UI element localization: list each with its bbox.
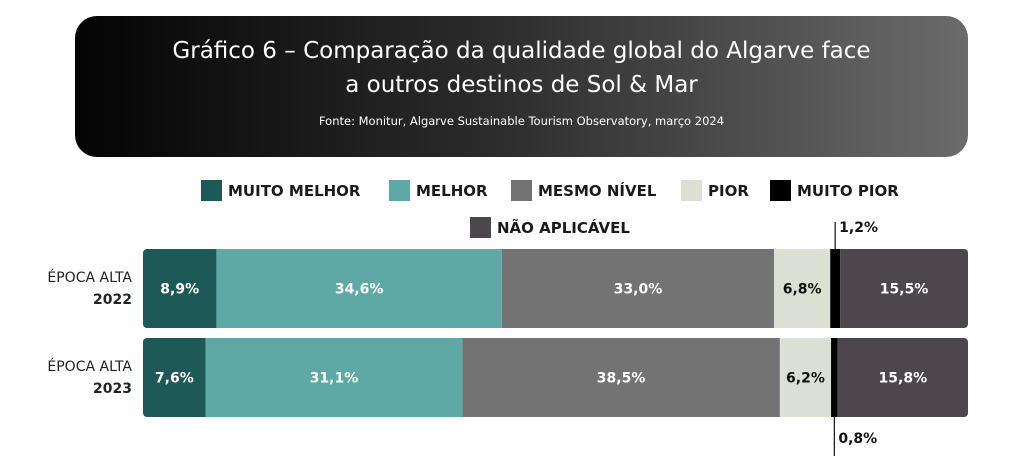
legend-swatch bbox=[201, 180, 222, 201]
chart-header: Gráfico 6 – Comparação da qualidade glob… bbox=[75, 16, 968, 157]
data-label: 1,2% bbox=[839, 220, 878, 236]
category-label-2023: ÉPOCA ALTA 2023 bbox=[47, 356, 132, 400]
legend-label: MELHOR bbox=[416, 181, 488, 200]
legend-label: NÃO APLICÁVEL bbox=[497, 218, 630, 237]
bar-segment bbox=[501, 249, 775, 328]
data-label: 6,8% bbox=[783, 282, 822, 298]
bar-segment bbox=[779, 338, 832, 417]
legend-label: PIOR bbox=[708, 181, 749, 200]
category-label-year: 2022 bbox=[93, 292, 132, 308]
bar-segment bbox=[840, 249, 968, 328]
legend-swatch bbox=[770, 180, 791, 201]
data-label: 0,8% bbox=[838, 431, 877, 447]
data-label: 15,8% bbox=[879, 371, 928, 387]
bar-segment bbox=[837, 338, 968, 417]
legend-item-mesmo-nivel: MESMO NÍVEL bbox=[511, 180, 656, 201]
data-label: 8,9% bbox=[160, 282, 199, 298]
chart-title: Gráfico 6 – Comparação da qualidade glob… bbox=[172, 38, 871, 98]
legend-item-nao-aplicavel: NÃO APLICÁVEL bbox=[470, 217, 630, 238]
chart-source: Fonte: Monitur, Algarve Sustainable Tour… bbox=[318, 114, 725, 128]
legend-item-muito-melhor: MUITO MELHOR bbox=[201, 180, 360, 201]
legend-swatch bbox=[389, 180, 410, 201]
legend-label: MUITO MELHOR bbox=[228, 181, 361, 200]
legend-swatch bbox=[681, 180, 702, 201]
bar-segment bbox=[205, 338, 463, 417]
bar-segment bbox=[831, 338, 838, 417]
data-label: 7,6% bbox=[155, 371, 194, 387]
data-label: 33,0% bbox=[614, 282, 663, 298]
legend-item-melhor: MELHOR bbox=[389, 180, 488, 201]
data-label: 15,5% bbox=[880, 282, 929, 298]
bar-segment bbox=[462, 338, 780, 417]
legend-swatch bbox=[511, 180, 532, 201]
data-label: 6,2% bbox=[786, 371, 825, 387]
category-label-year: 2023 bbox=[93, 381, 132, 397]
bar-segment bbox=[143, 338, 206, 417]
legend-swatch bbox=[470, 217, 491, 238]
category-label-line1: ÉPOCA ALTA bbox=[47, 270, 132, 286]
category-label-line1: ÉPOCA ALTA bbox=[47, 359, 132, 375]
bar-segment bbox=[216, 249, 502, 328]
data-label: 31,1% bbox=[310, 371, 359, 387]
bar-segment bbox=[830, 249, 841, 328]
legend-label: MESMO NÍVEL bbox=[538, 181, 657, 200]
data-label: 34,6% bbox=[335, 282, 384, 298]
legend-item-pior: PIOR bbox=[681, 180, 749, 201]
bar-segment bbox=[143, 249, 217, 328]
bar-row-1 bbox=[143, 338, 968, 417]
bar-row-0 bbox=[143, 249, 968, 328]
legend-item-muito-pior: MUITO PIOR bbox=[770, 180, 899, 201]
category-label-2022: ÉPOCA ALTA 2022 bbox=[47, 267, 132, 311]
bar-segment bbox=[774, 249, 831, 328]
legend-label: MUITO PIOR bbox=[797, 181, 899, 200]
data-label: 38,5% bbox=[597, 371, 646, 387]
